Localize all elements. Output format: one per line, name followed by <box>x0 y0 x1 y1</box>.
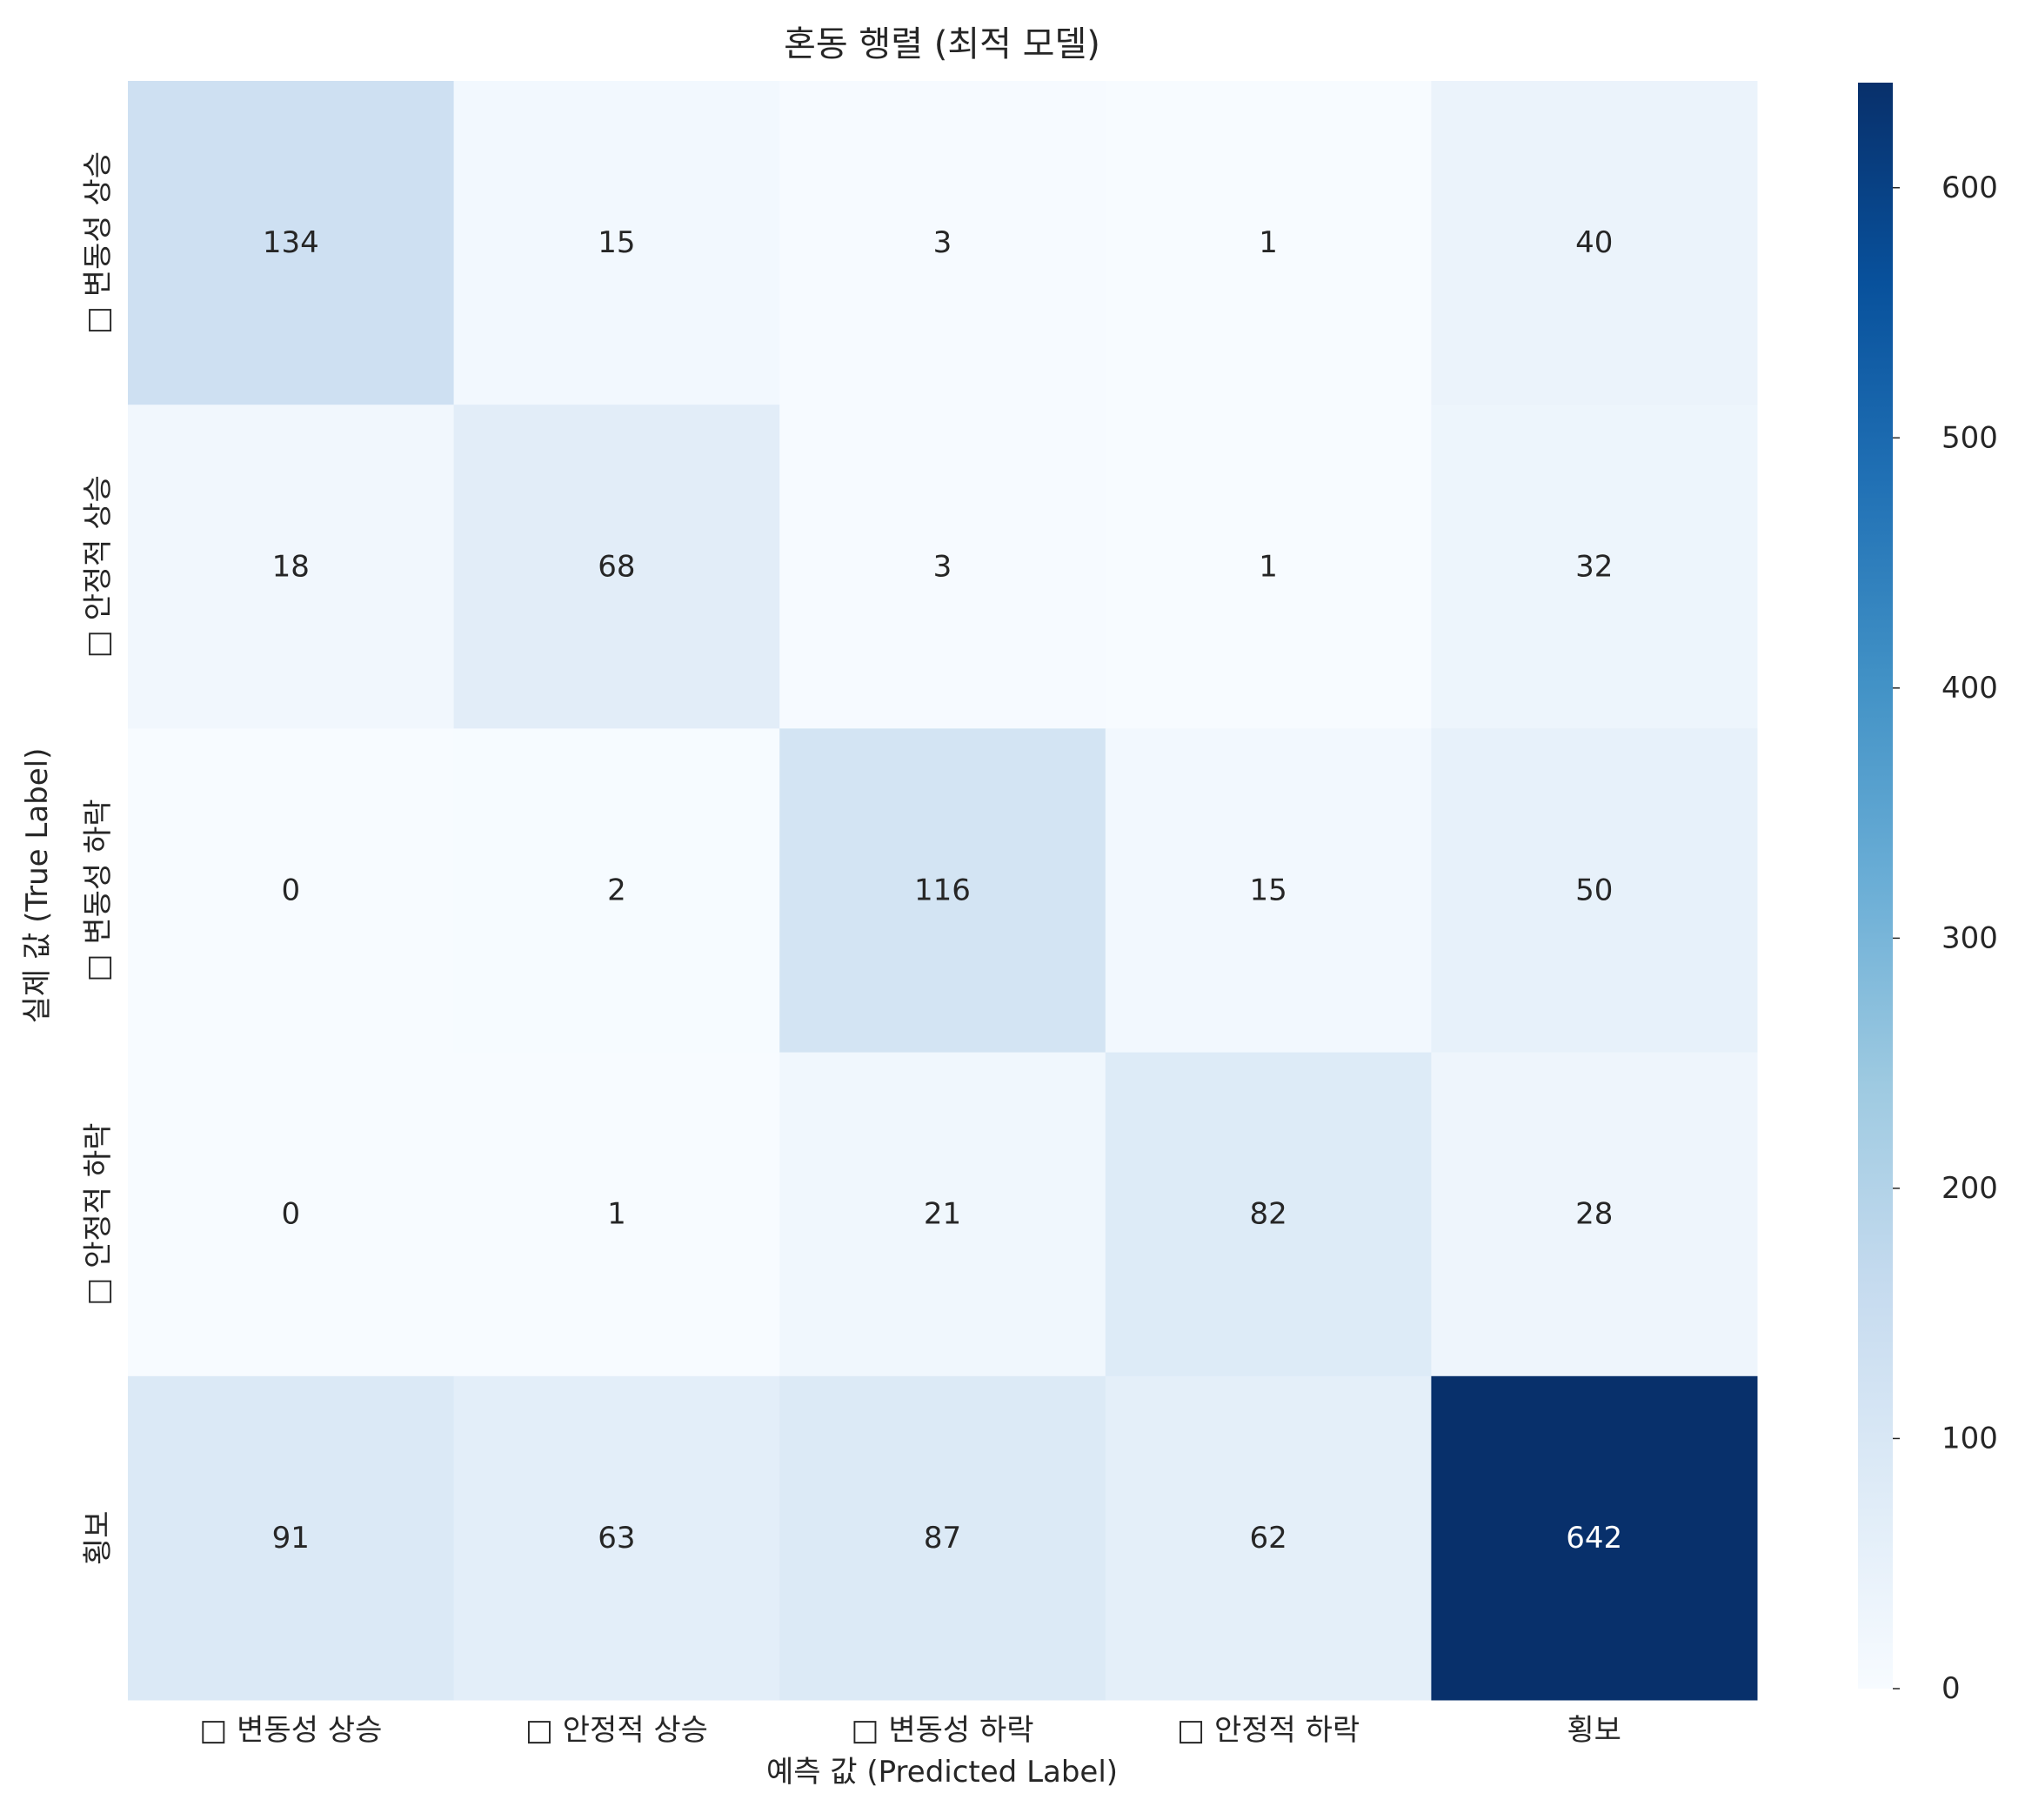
colorbar-tick-label: 100 <box>1941 1421 1998 1455</box>
x-tick-label: 횡보 <box>1567 1713 1621 1748</box>
cell-value-label: 15 <box>598 225 635 260</box>
heatmap-cells <box>128 81 1758 1701</box>
heatmap-cell <box>1105 405 1432 729</box>
cell-value-label: 87 <box>924 1521 961 1556</box>
x-axis-label: 예측 값 (Predicted Label) <box>766 1755 1118 1790</box>
heatmap-cell <box>1105 81 1432 405</box>
heatmap-cell <box>779 81 1106 405</box>
cell-value-label: 82 <box>1249 1197 1287 1232</box>
cell-value-labels: 134 15 3 1 40 18 68 3 1 32 0 2 116 15 50 0 1 21 82 28 91 63 87… <box>263 225 1622 1556</box>
cell-value-label: 3 <box>933 225 952 260</box>
heatmap-cell <box>1105 1375 1432 1701</box>
cell-value-label: 2 <box>607 873 626 908</box>
cell-value-label: 28 <box>1575 1197 1613 1232</box>
heatmap-cell <box>453 1052 780 1377</box>
heatmap-cell <box>779 1052 1106 1377</box>
heatmap-cell <box>128 1375 455 1701</box>
x-tick-label: □ 안정적 상승 <box>525 1713 708 1748</box>
heatmap-cell <box>453 1375 780 1701</box>
x-tick-label: □ 안정적 하락 <box>1177 1713 1360 1748</box>
heatmap-cell <box>1431 1375 1758 1701</box>
heatmap-cell <box>779 728 1106 1054</box>
colorbar-tick-label: 0 <box>1941 1671 1961 1706</box>
cell-value-label: 15 <box>1249 873 1287 908</box>
heatmap-cell <box>453 81 780 405</box>
cell-value-label: 116 <box>914 873 971 908</box>
cell-value-label: 134 <box>263 225 319 260</box>
heatmap-cell <box>1105 728 1432 1054</box>
cell-value-label: 1 <box>607 1197 626 1232</box>
y-tick-label: □ 변동성 하락 <box>81 799 116 981</box>
cell-value-label: 0 <box>281 873 300 908</box>
heatmap-cell <box>128 405 455 729</box>
cell-value-label: 68 <box>598 549 635 584</box>
heatmap-cell <box>128 728 455 1054</box>
cell-value-label: 40 <box>1575 225 1613 260</box>
x-tick-labels: □ 변동성 상승 □ 안정적 상승 □ 변동성 하락 □ 안정적 하락 횡보 <box>199 1713 1621 1748</box>
colorbar-tick-label: 600 <box>1941 171 1998 205</box>
colorbar-tick-label: 200 <box>1941 1171 1998 1206</box>
cell-value-label: 63 <box>598 1521 635 1556</box>
colorbar-ticks: 0 100 200 300 400 500 600 <box>1893 171 1998 1706</box>
heatmap-cell <box>1431 1052 1758 1377</box>
y-tick-label: □ 변동성 상승 <box>81 151 116 334</box>
cell-value-label: 1 <box>1259 225 1278 260</box>
heatmap-cell <box>128 81 455 405</box>
heatmap-cell <box>1431 405 1758 729</box>
cell-value-label: 3 <box>933 549 952 584</box>
heatmap-cell <box>1431 81 1758 405</box>
cell-value-label: 62 <box>1249 1521 1287 1556</box>
y-tick-label: 횡보 <box>81 1511 116 1566</box>
cell-value-label: 0 <box>281 1197 300 1232</box>
colorbar-tick-label: 400 <box>1941 671 1998 706</box>
heatmap-cell <box>453 728 780 1054</box>
cell-value-label: 1 <box>1259 549 1278 584</box>
heatmap-cell <box>453 405 780 729</box>
heatmap-cell <box>779 1375 1106 1701</box>
y-tick-label: □ 안정적 상승 <box>81 475 116 658</box>
chart-title: 혼동 행렬 (최적 모델) <box>784 24 1100 64</box>
cell-value-label: 18 <box>272 549 310 584</box>
heatmap-cell <box>779 405 1106 729</box>
x-tick-label: □ 변동성 상승 <box>199 1713 382 1748</box>
heatmap-cell <box>1431 728 1758 1054</box>
cell-value-label: 21 <box>924 1197 961 1232</box>
heatmap-cell <box>1105 1052 1432 1377</box>
cell-value-label: 642 <box>1566 1521 1622 1556</box>
y-tick-label: □ 안정적 하락 <box>81 1123 116 1306</box>
colorbar-tick-label: 300 <box>1941 920 1998 955</box>
cell-value-label: 32 <box>1575 549 1613 584</box>
cell-value-label: 50 <box>1575 873 1613 908</box>
x-tick-label: □ 변동성 하락 <box>851 1713 1033 1748</box>
colorbar <box>1858 83 1893 1689</box>
heatmap-cell <box>128 1052 455 1377</box>
y-axis-label: 실제 값 (True Label) <box>20 748 55 1024</box>
cell-value-label: 91 <box>272 1521 310 1556</box>
colorbar-tick-label: 500 <box>1941 420 1998 455</box>
